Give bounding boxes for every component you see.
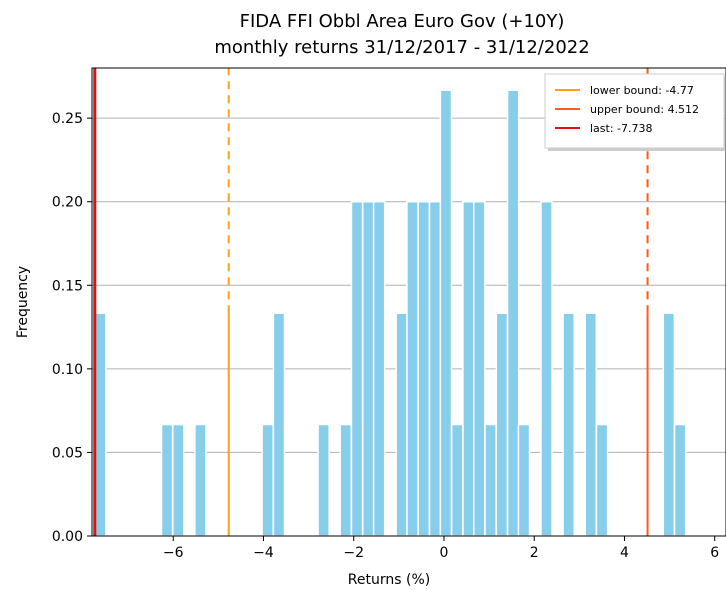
histogram-bar [450,423,464,537]
histogram-bar [484,423,497,537]
histogram-bar [540,200,553,537]
histogram-bar [473,200,486,537]
histogram-bar [428,200,442,537]
histogram-bar [595,423,609,537]
histogram-bar [395,312,408,537]
histogram-bar [417,200,431,537]
x-tick-label: 4 [620,545,629,561]
x-tick-label: −4 [253,545,274,561]
x-tick-label: 2 [530,545,539,561]
y-tick-label: 0.10 [52,362,83,378]
x-tick-label: 6 [710,545,719,561]
histogram-bar [495,312,509,537]
histogram-bar [662,312,676,537]
x-tick-label: −6 [163,545,184,561]
histogram-bar [584,312,598,537]
y-tick-label: 0.20 [52,195,83,211]
histogram-bar [194,423,207,537]
x-axis-label: Returns (%) [348,572,430,588]
x-axis-ticks: −6 −4 −2 0 2 4 6 [163,536,719,561]
legend-label: upper bound: 4.512 [590,103,699,116]
histogram-bar [439,89,453,537]
y-axis-label: Frequency [15,266,31,338]
legend-label: lower bound: -4.77 [590,84,694,97]
legend-box [544,73,725,149]
y-tick-label: 0.25 [52,111,83,127]
x-tick-label: 0 [440,545,449,561]
y-axis-ticks: 0.00 0.05 0.10 0.15 0.20 0.25 [52,111,92,545]
histogram-bar [506,89,520,537]
histogram-bar [361,200,375,537]
histogram-bar [406,200,419,537]
histogram-bar [462,200,475,537]
histogram-bar [172,423,185,537]
histogram-bar [317,423,330,537]
legend-label: last: -7.738 [590,122,653,135]
histogram-bars [94,89,687,537]
y-tick-label: 0.05 [52,445,83,461]
y-tick-label: 0.15 [52,278,83,294]
histogram-bar [517,423,531,537]
histogram-bar [350,200,364,537]
histogram-bar [160,423,174,537]
histogram-bar [272,312,286,537]
legend: lower bound: -4.77 upper bound: 4.512 last… [544,73,726,151]
histogram-bar [94,312,107,537]
histogram-bar [673,423,687,537]
histogram-bar [339,423,353,537]
chart-title-line-1: FIDA FFI Obbl Area Euro Gov (+10Y) [240,11,565,32]
plot-area-frame [91,67,726,537]
x-tick-label: −2 [343,545,364,561]
histogram-bar [562,312,575,537]
chart-title: FIDA FFI Obbl Area Euro Gov (+10Y) month… [214,11,589,58]
histogram-bar [261,423,274,537]
bound-lines [93,68,649,536]
chart-title-line-2: monthly returns 31/12/2017 - 31/12/2022 [214,37,589,58]
histogram-bar [372,200,386,537]
y-tick-label: 0.00 [52,529,83,545]
